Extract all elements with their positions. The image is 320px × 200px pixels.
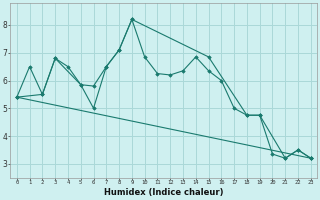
X-axis label: Humidex (Indice chaleur): Humidex (Indice chaleur)	[104, 188, 224, 197]
